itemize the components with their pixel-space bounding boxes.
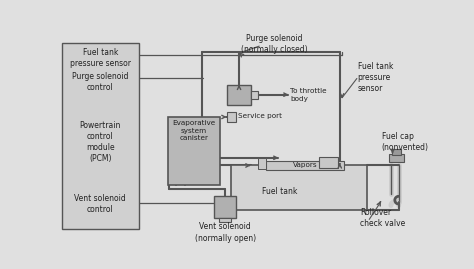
Bar (258, 158, 266, 169)
Bar (227, 112, 236, 122)
Text: Vapors: Vapors (292, 162, 317, 168)
Text: Vent solenoid
control: Vent solenoid control (74, 194, 126, 214)
Bar (231, 165, 367, 210)
Bar (319, 157, 338, 168)
Bar (214, 196, 236, 218)
Text: Vent solenoid
(normally open): Vent solenoid (normally open) (194, 222, 255, 243)
Bar (168, 117, 220, 185)
Bar (392, 149, 401, 155)
Text: Purge solenoid
control: Purge solenoid control (72, 72, 128, 93)
Bar (389, 154, 404, 162)
Text: Fuel cap
(nonvented): Fuel cap (nonvented) (382, 132, 428, 153)
Bar (266, 161, 344, 170)
Text: Rollover
check valve: Rollover check valve (360, 208, 405, 228)
Bar (62, 43, 139, 229)
Text: Evaporative
system
canister: Evaporative system canister (173, 120, 216, 141)
Bar (219, 218, 231, 222)
Text: Fuel tank
pressure
sensor: Fuel tank pressure sensor (357, 62, 393, 93)
Text: Powertrain
control
module
(PCM): Powertrain control module (PCM) (80, 121, 121, 163)
Text: Service port: Service port (238, 113, 283, 119)
Text: To throttle
body: To throttle body (290, 89, 327, 102)
Text: Purge solenoid
(normally closed): Purge solenoid (normally closed) (241, 34, 308, 54)
Bar (251, 91, 258, 98)
Bar (227, 85, 251, 105)
Text: Fuel tank: Fuel tank (262, 187, 298, 196)
Text: Fuel tank
pressure sensor: Fuel tank pressure sensor (70, 48, 131, 68)
